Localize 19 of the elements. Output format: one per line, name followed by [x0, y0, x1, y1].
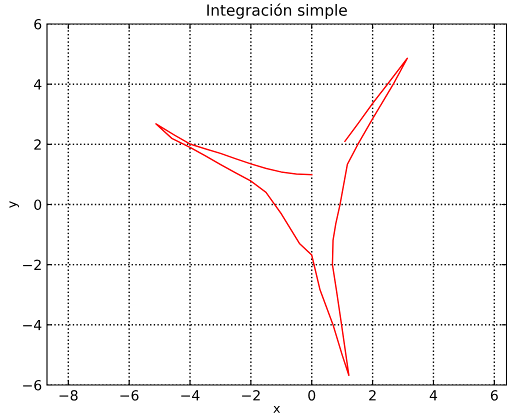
y-tick-label: 2 — [34, 139, 41, 150]
x-tick-label: −6 — [120, 390, 139, 401]
line-series — [155, 58, 408, 376]
y-tick-label: 6 — [34, 18, 42, 30]
y-tick-label: −2 — [23, 260, 41, 270]
chart-title: Integración simple — [207, 3, 347, 19]
y-axis-title: y — [9, 201, 19, 208]
y-tick-label: 0 — [34, 199, 42, 210]
x-tick-label: −8 — [60, 390, 78, 401]
x-axis-title: x — [273, 406, 280, 413]
y-tick-label: −6 — [23, 380, 42, 390]
x-tick-label: 4 — [430, 390, 438, 400]
x-tick-label: 0 — [308, 390, 316, 401]
x-tick-label: −4 — [181, 390, 200, 400]
x-tick-label: 6 — [490, 390, 498, 401]
x-tick-label: −2 — [242, 390, 260, 400]
y-tick-label: 4 — [34, 79, 42, 90]
x-tick-label: 2 — [369, 390, 376, 400]
y-tick-label: −4 — [23, 320, 42, 330]
